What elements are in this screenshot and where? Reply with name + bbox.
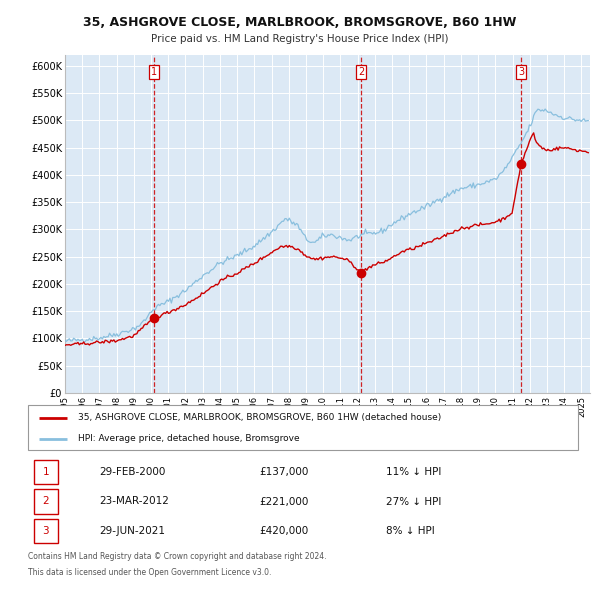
Text: £420,000: £420,000 — [259, 526, 308, 536]
Text: This data is licensed under the Open Government Licence v3.0.: This data is licensed under the Open Gov… — [28, 568, 271, 576]
Text: HPI: Average price, detached house, Bromsgrove: HPI: Average price, detached house, Brom… — [77, 434, 299, 443]
Text: £221,000: £221,000 — [259, 497, 308, 506]
FancyBboxPatch shape — [34, 460, 58, 484]
Text: 2: 2 — [43, 497, 49, 506]
Text: Contains HM Land Registry data © Crown copyright and database right 2024.: Contains HM Land Registry data © Crown c… — [28, 552, 326, 560]
FancyBboxPatch shape — [34, 519, 58, 543]
Text: 3: 3 — [43, 526, 49, 536]
Text: 1: 1 — [43, 467, 49, 477]
Text: 1: 1 — [151, 67, 157, 77]
Text: 2: 2 — [358, 67, 365, 77]
Text: 8% ↓ HPI: 8% ↓ HPI — [386, 526, 434, 536]
Text: 35, ASHGROVE CLOSE, MARLBROOK, BROMSGROVE, B60 1HW: 35, ASHGROVE CLOSE, MARLBROOK, BROMSGROV… — [83, 16, 517, 29]
Text: 27% ↓ HPI: 27% ↓ HPI — [386, 497, 441, 506]
FancyBboxPatch shape — [34, 490, 58, 513]
Text: £137,000: £137,000 — [259, 467, 308, 477]
Text: 11% ↓ HPI: 11% ↓ HPI — [386, 467, 441, 477]
Text: 35, ASHGROVE CLOSE, MARLBROOK, BROMSGROVE, B60 1HW (detached house): 35, ASHGROVE CLOSE, MARLBROOK, BROMSGROV… — [77, 413, 441, 422]
Text: 29-JUN-2021: 29-JUN-2021 — [100, 526, 166, 536]
Text: 23-MAR-2012: 23-MAR-2012 — [100, 497, 169, 506]
Text: 29-FEB-2000: 29-FEB-2000 — [100, 467, 166, 477]
Text: 3: 3 — [518, 67, 524, 77]
FancyBboxPatch shape — [28, 405, 578, 450]
Text: Price paid vs. HM Land Registry's House Price Index (HPI): Price paid vs. HM Land Registry's House … — [151, 34, 449, 44]
